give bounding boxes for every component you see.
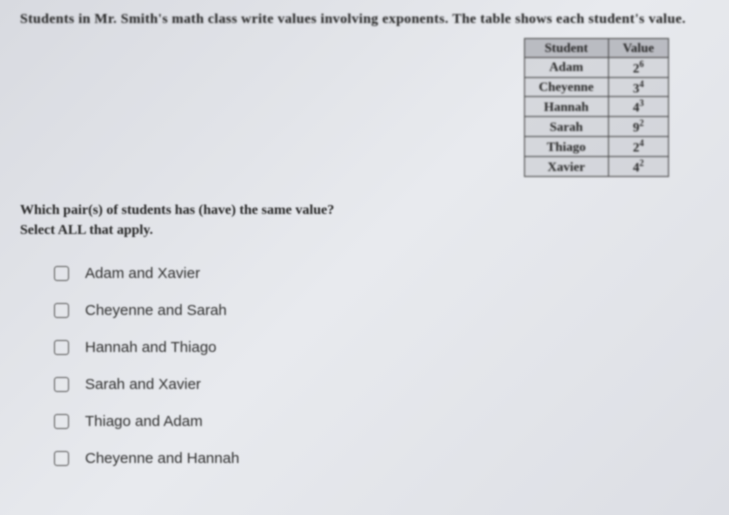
student-value: 92	[608, 117, 668, 137]
header-student: Student	[524, 39, 608, 58]
student-name: Sarah	[524, 117, 608, 137]
option-label: Cheyenne and Sarah	[85, 302, 227, 319]
student-value: 42	[608, 157, 668, 177]
student-name: Xavier	[524, 157, 608, 177]
student-value: 24	[608, 137, 668, 157]
option-row[interactable]: Hannah and Thiago	[54, 339, 709, 356]
values-table-container: Student Value Adam 26 Cheyenne 34 Hannah…	[524, 38, 669, 177]
option-label: Cheyenne and Hannah	[85, 450, 239, 467]
checkbox-icon[interactable]	[54, 414, 69, 429]
table-row: Hannah 43	[524, 97, 668, 117]
options-list: Adam and Xavier Cheyenne and Sarah Hanna…	[20, 265, 709, 467]
student-value: 34	[608, 77, 668, 97]
student-name: Thiago	[524, 137, 608, 157]
table-row: Xavier 42	[524, 157, 668, 177]
header-value: Value	[608, 39, 668, 58]
question-text: Which pair(s) of students has (have) the…	[20, 203, 709, 219]
student-name: Adam	[524, 57, 608, 77]
checkbox-icon[interactable]	[54, 377, 69, 392]
option-label: Adam and Xavier	[85, 265, 200, 282]
student-value: 26	[608, 57, 668, 77]
option-row[interactable]: Sarah and Xavier	[54, 376, 709, 393]
table-row: Cheyenne 34	[524, 77, 668, 97]
option-row[interactable]: Cheyenne and Hannah	[54, 450, 709, 467]
student-name: Hannah	[524, 97, 608, 117]
option-row[interactable]: Thiago and Adam	[54, 413, 709, 430]
values-table: Student Value Adam 26 Cheyenne 34 Hannah…	[524, 38, 669, 177]
option-row[interactable]: Cheyenne and Sarah	[54, 302, 709, 319]
student-name: Cheyenne	[524, 77, 608, 97]
option-row[interactable]: Adam and Xavier	[54, 265, 709, 282]
question-prompt: Students in Mr. Smith's math class write…	[20, 12, 709, 28]
table-row: Adam 26	[524, 57, 668, 77]
checkbox-icon[interactable]	[54, 340, 69, 355]
instruction-text: Select ALL that apply.	[20, 223, 709, 239]
checkbox-icon[interactable]	[54, 451, 69, 466]
checkbox-icon[interactable]	[54, 303, 69, 318]
table-row: Sarah 92	[524, 117, 668, 137]
table-row: Thiago 24	[524, 137, 668, 157]
checkbox-icon[interactable]	[54, 266, 69, 281]
student-value: 43	[608, 97, 668, 117]
option-label: Sarah and Xavier	[85, 376, 201, 393]
option-label: Thiago and Adam	[85, 413, 203, 430]
option-label: Hannah and Thiago	[85, 339, 217, 356]
